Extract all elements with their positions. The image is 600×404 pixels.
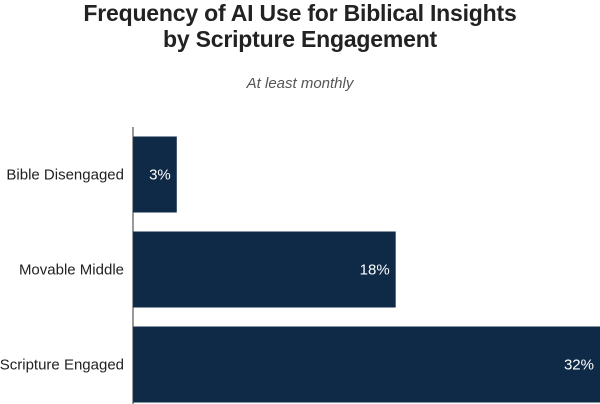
bar-bible-disengaged xyxy=(133,136,177,213)
bar-movable-middle xyxy=(133,231,396,308)
bar-scripture-engaged xyxy=(133,326,600,403)
category-label-movable-middle: Movable Middle xyxy=(19,262,124,279)
chart-subtitle: At least monthly xyxy=(246,75,354,92)
chart-title-line-2: by Scripture Engagement xyxy=(162,26,438,52)
category-label-scripture-engaged: Scripture Engaged xyxy=(0,357,124,374)
value-label-movable-middle: 18% xyxy=(360,262,390,279)
value-label-bible-disengaged: 3% xyxy=(149,167,171,184)
chart-title: Frequency of AI Use for Biblical Insight… xyxy=(0,0,600,52)
value-label-scripture-engaged: 32% xyxy=(564,357,594,374)
chart-title-line-1: Frequency of AI Use for Biblical Insight… xyxy=(83,0,517,26)
category-label-bible-disengaged: Bible Disengaged xyxy=(6,167,124,184)
